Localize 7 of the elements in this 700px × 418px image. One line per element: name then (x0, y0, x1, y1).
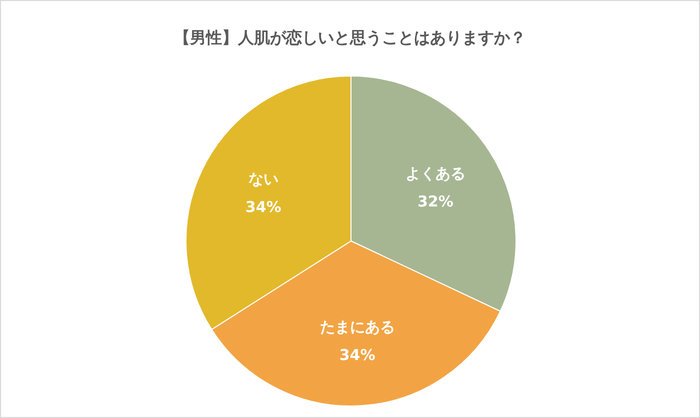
chart-title: 【男性】人肌が恋しいと思うことはありますか？ (174, 28, 526, 47)
slice-label: ない (248, 170, 278, 188)
data-label: 34% (245, 198, 282, 216)
data-label: 34% (339, 346, 376, 364)
data-label: 32% (417, 192, 454, 210)
slice-label: よくある (405, 164, 466, 182)
slice-label: たまにある (320, 318, 395, 336)
